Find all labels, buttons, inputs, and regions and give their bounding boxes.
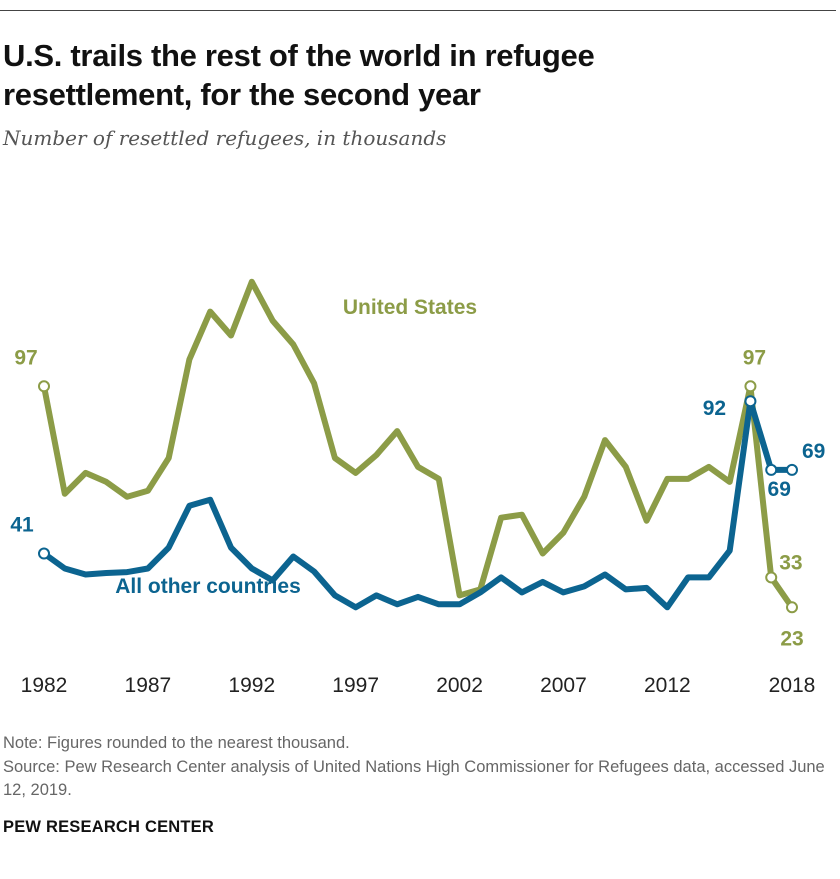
line-chart: 97 97 33 23 41 92 69 69 United States All other c… [10, 278, 825, 697]
data-label: 97 [14, 346, 37, 369]
data-point-marker [744, 395, 757, 408]
data-point-marker [786, 601, 798, 614]
chart-note: Note: Figures rounded to the nearest tho… [3, 734, 350, 752]
brand-logo-text: PEW RESEARCH CENTER [3, 818, 214, 836]
x-axis-tick-label: 1982 [21, 674, 68, 697]
chart-subtitle: Number of resettled refugees, in thousan… [3, 126, 447, 150]
x-axis-tick-label: 1987 [125, 674, 172, 697]
x-axis-tick-label: 2012 [644, 674, 691, 697]
x-axis-tick-label: 1992 [228, 674, 275, 697]
x-axis-tick-label: 1997 [332, 674, 379, 697]
chart-source: Source: Pew Research Center analysis of … [3, 758, 825, 799]
data-point-marker [765, 463, 778, 476]
series-label-united-states: United States [343, 296, 477, 319]
data-label: 23 [780, 627, 803, 650]
series-label-all-other-countries: All other countries [115, 575, 301, 598]
chart-title: U.S. trails the rest of the world in ref… [3, 38, 595, 112]
data-label: 33 [779, 551, 802, 574]
data-label: 92 [703, 397, 726, 420]
data-point-marker [744, 380, 757, 393]
x-axis-tick-label: 2018 [769, 674, 816, 697]
data-label: 97 [743, 346, 766, 369]
data-point-marker [38, 380, 50, 393]
data-label: 69 [768, 478, 791, 501]
x-axis-tick-label: 2002 [436, 674, 483, 697]
data-point-marker [38, 547, 50, 560]
top-rule [0, 10, 836, 11]
series-line-all-other-countries [41, 398, 795, 611]
data-label: 69 [802, 440, 825, 463]
data-point-marker [786, 463, 798, 476]
data-point-marker [765, 571, 778, 584]
x-axis-tick-label: 2007 [540, 674, 587, 697]
series-line-united-states [41, 278, 795, 611]
data-label: 41 [10, 514, 34, 537]
